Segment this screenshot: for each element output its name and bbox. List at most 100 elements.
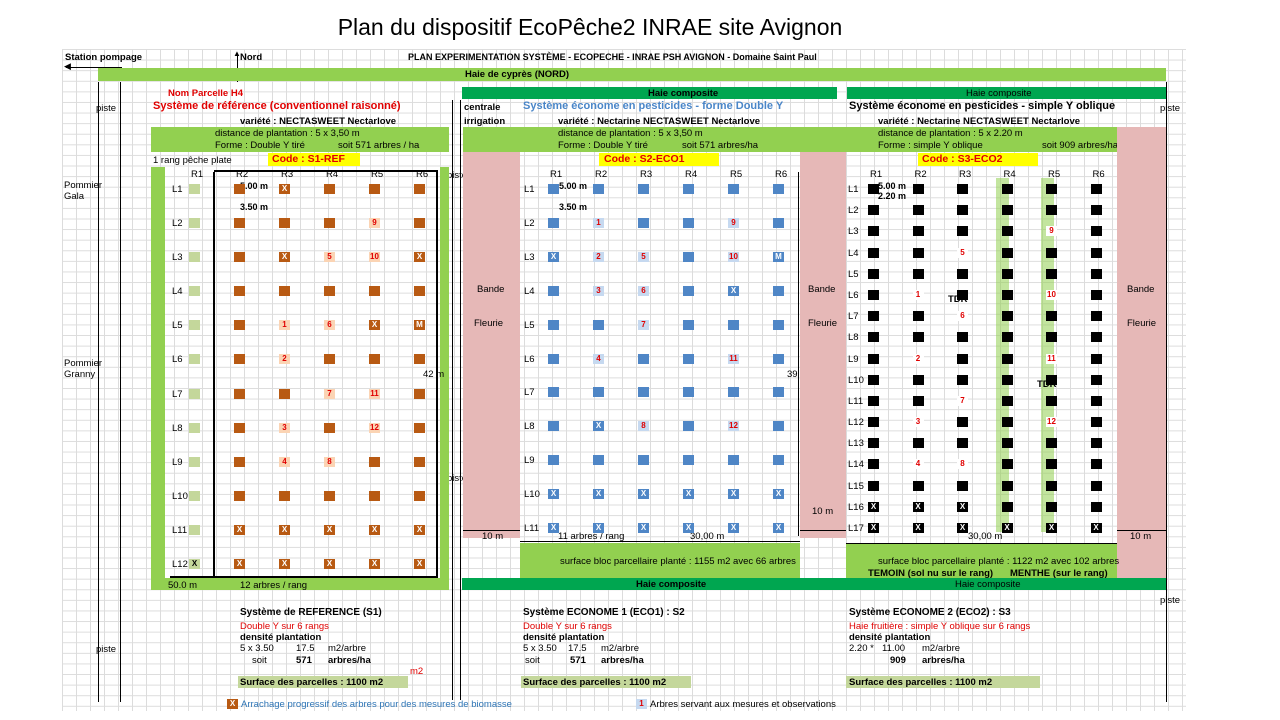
dimension-30-line bbox=[846, 543, 1117, 544]
line-label: L1 bbox=[172, 184, 183, 195]
tree bbox=[957, 353, 968, 364]
tree-marker: 4 bbox=[912, 459, 924, 470]
dist-10-label: 10 m bbox=[482, 531, 504, 542]
piste-line bbox=[1166, 82, 1167, 702]
tree bbox=[324, 218, 335, 229]
tree bbox=[189, 354, 200, 365]
summary-1-title: Système de REFERENCE (S1) bbox=[240, 607, 382, 618]
tree bbox=[1001, 417, 1013, 428]
distance-2: distance de plantation : 5 x 3,50 m bbox=[558, 128, 703, 139]
dist-39-label: 39 bbox=[787, 369, 798, 380]
tree bbox=[414, 456, 425, 467]
tree bbox=[868, 289, 879, 300]
tree-marker: 2 bbox=[593, 251, 604, 262]
tree-marker: 6 bbox=[957, 311, 968, 322]
tree bbox=[638, 217, 649, 228]
tree bbox=[279, 218, 290, 229]
tree-marker: 7 bbox=[324, 388, 335, 399]
tree bbox=[683, 319, 694, 330]
tree bbox=[548, 353, 559, 364]
tree bbox=[1090, 289, 1102, 300]
line-label: L4 bbox=[172, 286, 183, 298]
tree bbox=[1090, 226, 1102, 237]
tree bbox=[548, 285, 559, 296]
fleurie-label: Fleurie bbox=[808, 318, 838, 329]
dist-30-label: 30,00 m bbox=[968, 531, 1003, 542]
summary-1-d5: arbres/ha bbox=[328, 655, 371, 666]
tree bbox=[1001, 501, 1013, 512]
tree bbox=[1001, 438, 1013, 449]
bande-label: Bande bbox=[808, 284, 836, 295]
row-column-header: R5 bbox=[730, 169, 743, 180]
tree bbox=[1001, 311, 1013, 322]
tree bbox=[1001, 226, 1013, 237]
dimension-30-line bbox=[520, 541, 800, 542]
tree bbox=[414, 184, 425, 194]
tree bbox=[868, 226, 879, 237]
tree bbox=[683, 353, 694, 364]
tree-marker: 1 bbox=[912, 289, 924, 300]
tree-marker: X bbox=[1046, 523, 1057, 533]
row-column-header: R6 bbox=[1092, 169, 1105, 180]
tree-marker: X bbox=[683, 523, 694, 533]
tree bbox=[773, 184, 784, 194]
tree bbox=[189, 524, 200, 535]
code-3: Code : S3-ECO2 bbox=[922, 153, 1003, 165]
tree bbox=[369, 354, 380, 365]
legend-1-text: Arbres servant aux mesures et observatio… bbox=[650, 699, 836, 710]
code-box-2 bbox=[599, 153, 719, 166]
legend-1-swatch: 1 bbox=[636, 699, 647, 709]
tree-marker: X bbox=[638, 489, 649, 500]
dist-50-label: 50.0 m bbox=[168, 580, 198, 591]
tree bbox=[773, 455, 784, 466]
tree bbox=[1090, 438, 1102, 449]
soit-2: soit 571 arbres/ha bbox=[682, 140, 759, 151]
dist-220-label: 2.20 m bbox=[878, 191, 907, 201]
line-label: L10 bbox=[848, 374, 864, 386]
tree bbox=[773, 421, 784, 432]
tree bbox=[593, 455, 604, 466]
tree bbox=[1090, 184, 1102, 194]
tree-marker: 8 bbox=[957, 459, 968, 470]
tree-marker: X bbox=[1001, 523, 1013, 533]
tree-marker: X bbox=[728, 285, 739, 296]
tree bbox=[1001, 289, 1013, 300]
line-label: L9 bbox=[524, 455, 535, 467]
tree-marker: 9 bbox=[1046, 226, 1057, 237]
parcelle-name: Nom Parcelle H4 bbox=[168, 88, 243, 99]
tree-marker: 5 bbox=[324, 252, 335, 263]
line-label: L6 bbox=[524, 353, 535, 365]
tree bbox=[324, 490, 335, 501]
row-column-header: R1 bbox=[550, 169, 563, 180]
surface-band-2 bbox=[520, 543, 800, 578]
tree bbox=[548, 455, 559, 466]
tree bbox=[1046, 332, 1057, 343]
summary-1-surface: Surface des parcelles : 1100 m2 bbox=[240, 677, 384, 688]
distance-3: distance de plantation : 5 x 2.20 m bbox=[878, 128, 1023, 139]
line-label: L6 bbox=[848, 289, 859, 301]
line-label: L6 bbox=[172, 354, 183, 366]
tree-marker: X bbox=[279, 559, 290, 569]
variete-3: variété : Nectarine NECTASWEET Nectarlov… bbox=[878, 116, 1081, 127]
surface-3: surface bloc parcellaire planté : 1122 m… bbox=[878, 556, 1120, 567]
tree-marker: X bbox=[683, 489, 694, 500]
row-column-header: R3 bbox=[281, 169, 294, 180]
tree bbox=[414, 388, 425, 399]
tree bbox=[234, 320, 245, 331]
tree bbox=[189, 184, 200, 194]
row-column-header: R5 bbox=[371, 169, 384, 180]
summary-3-title: Système ECONOME 2 (ECO2) : S3 bbox=[849, 607, 1011, 618]
bande-fleurie-2 bbox=[800, 152, 846, 538]
legend-x-text: Arrachage progressif des arbres pour des… bbox=[241, 699, 512, 710]
line-label: L10 bbox=[172, 490, 188, 502]
line-label: L9 bbox=[172, 456, 183, 468]
tree bbox=[1046, 205, 1057, 216]
tree bbox=[1090, 247, 1102, 258]
dist-42-label: 42 m bbox=[423, 369, 445, 380]
dimension-50-line bbox=[170, 576, 438, 578]
tree bbox=[1046, 247, 1057, 258]
tree bbox=[912, 438, 924, 449]
tree bbox=[324, 422, 335, 433]
row-column-header: R3 bbox=[640, 169, 653, 180]
tree-marker: 4 bbox=[593, 353, 604, 364]
